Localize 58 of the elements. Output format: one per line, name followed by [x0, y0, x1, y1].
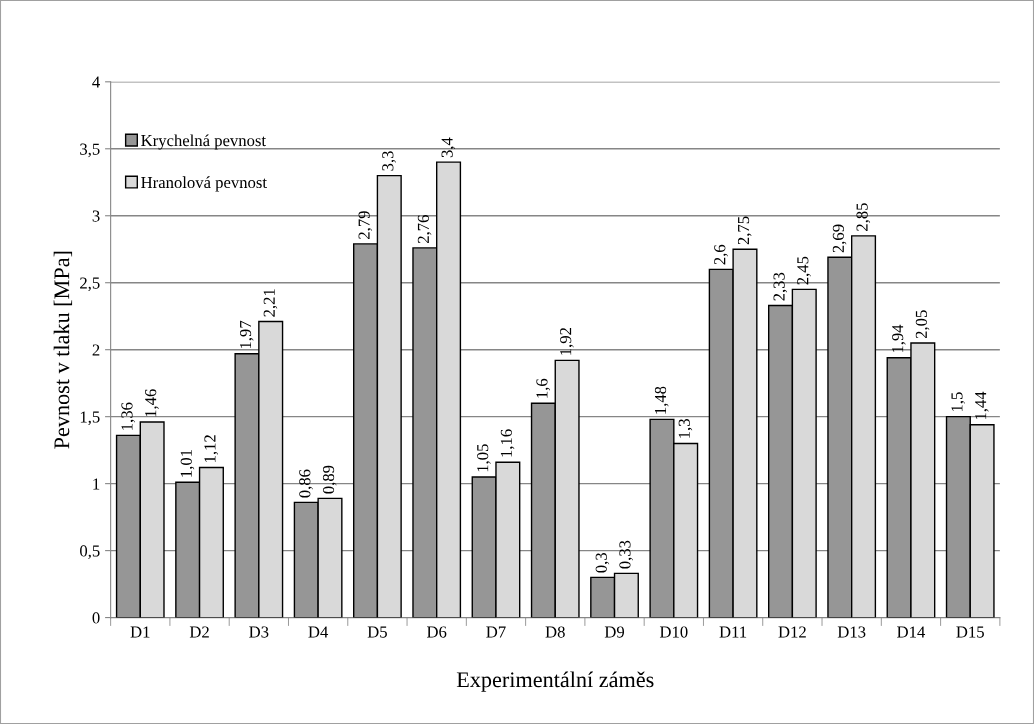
data-label: 0,89 [322, 465, 337, 494]
x-tick-label: D7 [486, 626, 506, 638]
legend-label: Krychelná pevnost [141, 134, 266, 150]
x-tick-label: D6 [426, 626, 447, 638]
x-tick-label: D2 [189, 626, 209, 638]
x-tick-label: D1 [130, 626, 150, 638]
data-label: 1,05 [477, 444, 491, 472]
data-label: 0,86 [299, 469, 313, 498]
data-label: 1,12 [204, 435, 218, 462]
data-label: 2,33 [773, 272, 788, 301]
data-label: 0,33 [619, 540, 633, 569]
x-tick-label: D5 [367, 626, 387, 638]
data-label: 1,16 [500, 429, 515, 457]
data-label: 1,5 [951, 392, 965, 412]
data-label: 1,46 [145, 389, 159, 417]
y-tick-label: 0,5 [80, 545, 100, 559]
data-label: 2,21 [263, 289, 278, 317]
y-tick-label: 1 [93, 478, 100, 490]
x-tick-label: D4 [308, 626, 329, 638]
data-label: 1,94 [892, 324, 906, 353]
x-tick-label: D3 [249, 626, 269, 638]
x-tick-label: D14 [897, 626, 926, 638]
data-label: 1,97 [239, 320, 254, 349]
y-tick-label: 3,5 [80, 143, 100, 158]
x-tick-label: D13 [837, 626, 866, 638]
y-tick-label: 1,5 [80, 411, 100, 426]
data-label: 2,45 [797, 256, 811, 285]
data-label: 3,3 [382, 151, 396, 171]
x-tick-label: D9 [604, 626, 625, 638]
data-label: 2,69 [832, 224, 847, 253]
data-label: 2,05 [915, 310, 930, 339]
data-label: 2,6 [714, 244, 728, 265]
data-label: 1,36 [121, 402, 135, 430]
y-tick-label: 2,5 [80, 277, 100, 292]
y-tick-label: 4 [92, 76, 100, 88]
data-label: 1,92 [560, 327, 574, 355]
legend-label: Hranolová pevnost [141, 176, 267, 192]
data-label: 1,6 [536, 378, 550, 398]
y-tick-label: 2 [92, 344, 100, 356]
x-axis-title: Experimentální záměs [456, 671, 654, 692]
data-label: 2,79 [358, 211, 373, 239]
y-axis-title: Pevnost v tlaku [MPa] [53, 251, 73, 449]
data-label: 2,75 [737, 216, 752, 245]
data-label: 1,44 [975, 391, 989, 420]
x-tick-label: D10 [659, 626, 688, 638]
x-tick-label: D12 [778, 626, 806, 638]
y-tick-label: 0 [92, 612, 100, 624]
x-tick-label: D15 [956, 626, 984, 638]
data-label: 1,48 [654, 386, 669, 414]
data-label: 1,3 [678, 419, 693, 438]
data-label: 0,3 [595, 553, 610, 573]
y-tick-label: 3 [92, 210, 100, 222]
x-tick-label: D11 [719, 626, 747, 638]
data-label: 1,01 [180, 449, 195, 477]
data-label: 2,76 [417, 215, 432, 243]
data-label: 2,85 [856, 203, 871, 231]
x-tick-label: D8 [545, 626, 565, 638]
data-label: 3,4 [441, 137, 456, 158]
